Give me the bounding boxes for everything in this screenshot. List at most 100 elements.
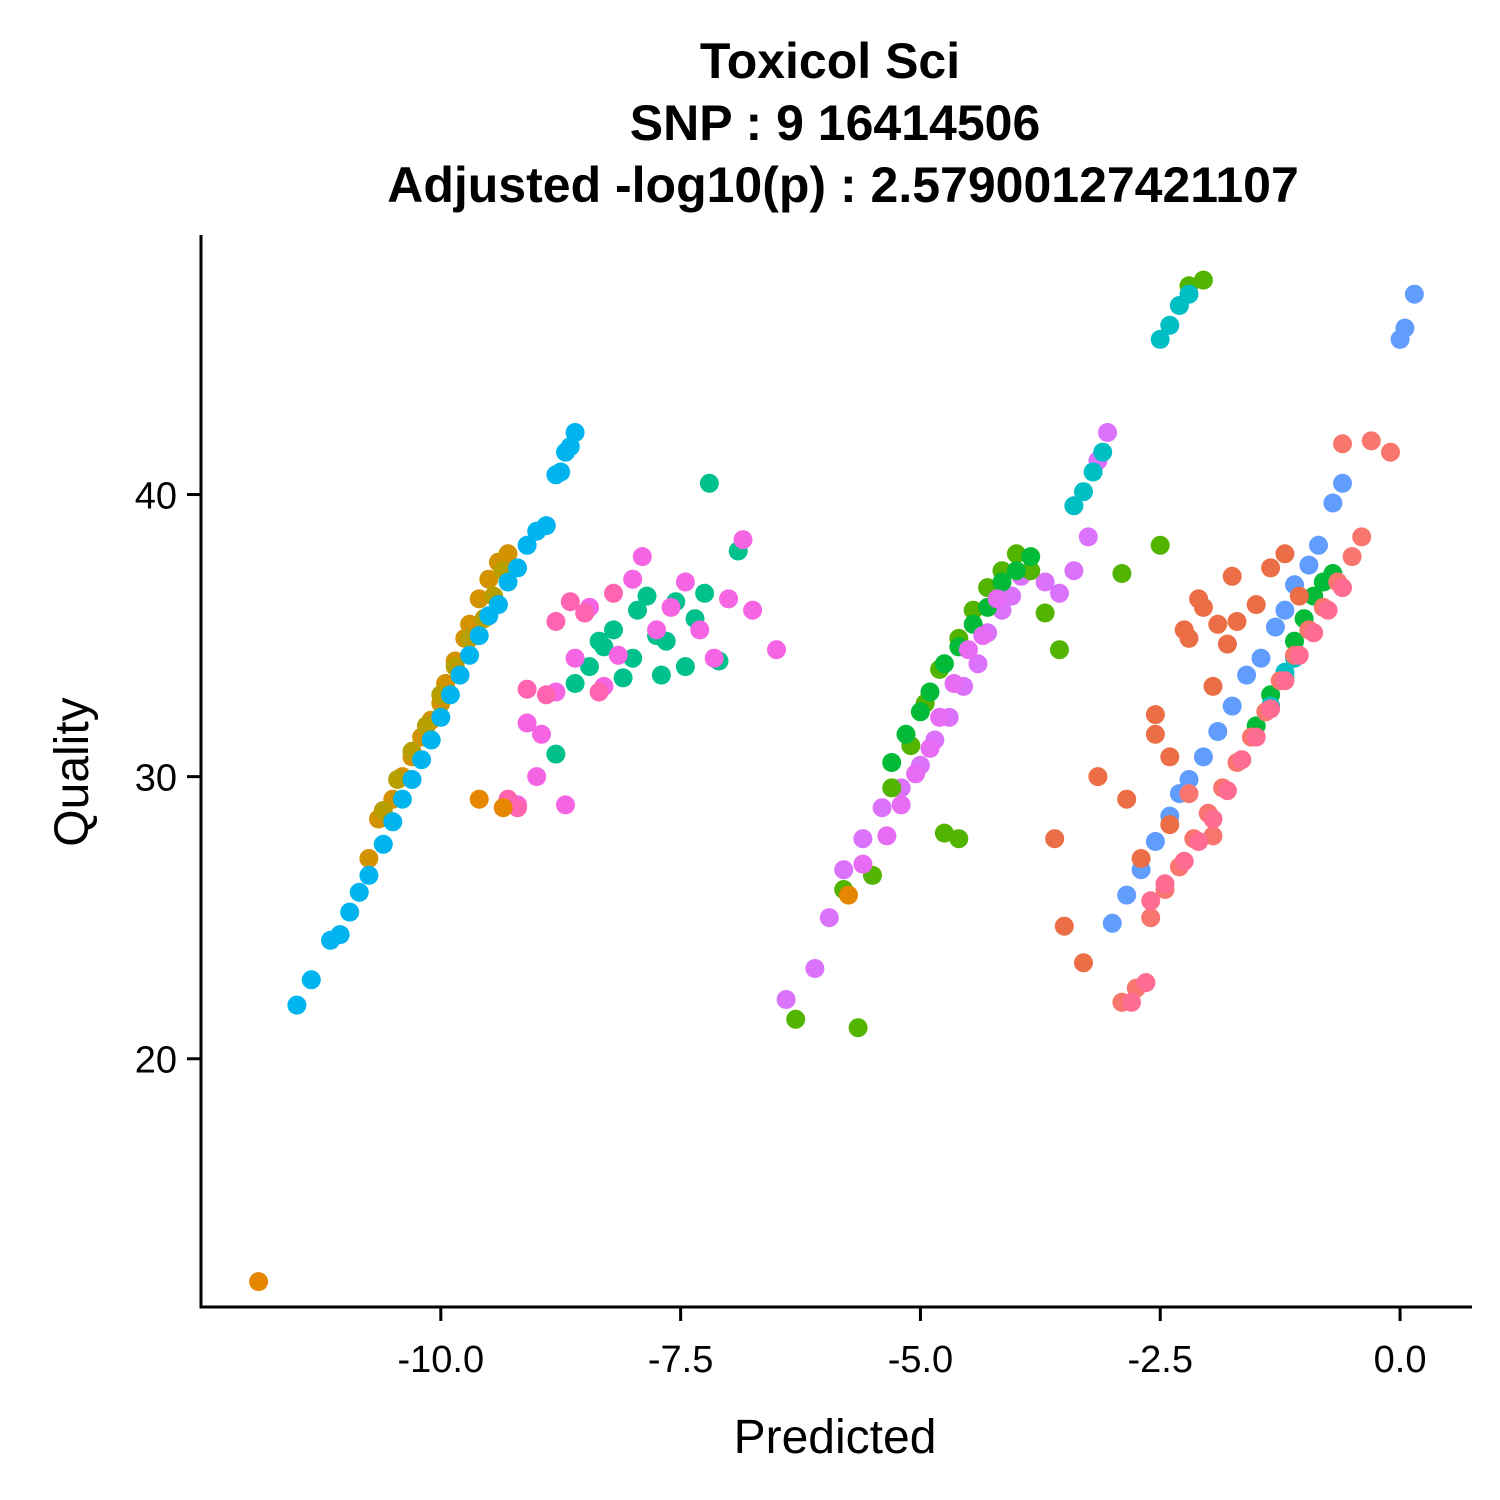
data-point — [560, 592, 580, 612]
data-point — [340, 902, 360, 922]
data-point — [1333, 434, 1352, 454]
data-point — [1275, 671, 1295, 691]
data-point — [565, 674, 585, 693]
data-point — [920, 738, 940, 758]
y-tick-label: 30 — [135, 758, 177, 800]
data-point — [1222, 696, 1242, 716]
data-point — [1050, 583, 1069, 603]
data-point — [589, 631, 609, 651]
data-point — [819, 908, 839, 928]
data-point — [695, 583, 715, 603]
data-point — [1088, 767, 1108, 787]
data-point — [1002, 586, 1022, 606]
y-tick-label: 40 — [135, 476, 177, 518]
title-line-1: Toxicol Sci — [700, 33, 960, 89]
data-point — [623, 648, 643, 668]
data-point — [1261, 699, 1281, 719]
data-point — [536, 516, 556, 536]
data-point — [623, 569, 643, 589]
series-2 — [287, 423, 585, 1015]
data-point — [1203, 826, 1223, 846]
data-point — [1323, 493, 1343, 513]
series-14 — [249, 789, 858, 1292]
data-point — [359, 865, 379, 885]
y-tick-label: 20 — [135, 1040, 177, 1082]
data-point — [1145, 724, 1165, 744]
data-point — [249, 1272, 269, 1292]
x-axis-ticks: -10.0 -7.5 -5.0 -2.5 0.0 — [397, 1307, 1426, 1381]
data-point — [1203, 809, 1223, 829]
data-point — [508, 798, 528, 818]
data-point — [1174, 851, 1194, 871]
data-point — [1160, 815, 1180, 835]
data-point — [1342, 547, 1362, 567]
data-point — [1232, 750, 1252, 770]
data-point — [834, 860, 854, 880]
data-point — [1246, 727, 1266, 747]
data-point — [560, 437, 580, 457]
data-point — [546, 744, 566, 764]
data-point — [675, 657, 695, 677]
series-5 — [498, 583, 623, 818]
data-point — [1304, 623, 1324, 643]
data-point — [1054, 916, 1074, 936]
data-point — [699, 473, 719, 493]
data-point — [565, 648, 585, 668]
data-point — [460, 645, 480, 665]
data-point — [719, 589, 739, 609]
data-point — [1074, 482, 1093, 502]
data-point — [906, 764, 926, 784]
data-point — [488, 595, 508, 615]
chart-title: Toxicol Sci SNP : 9 16414506 Adjusted -l… — [387, 33, 1299, 213]
data-point — [1021, 561, 1041, 581]
data-point — [546, 612, 566, 631]
data-points — [249, 270, 1424, 1292]
y-axis-title: Quality — [46, 697, 99, 846]
data-point — [1404, 284, 1424, 304]
data-point — [1208, 722, 1228, 741]
data-point — [1150, 535, 1170, 555]
data-point — [1189, 832, 1209, 851]
data-point — [1275, 544, 1295, 564]
data-point — [1021, 547, 1041, 567]
data-point — [1045, 829, 1065, 849]
data-point — [412, 750, 432, 770]
data-point — [647, 620, 667, 640]
data-point — [1112, 564, 1132, 583]
data-point — [872, 798, 892, 818]
data-point — [1193, 597, 1213, 617]
data-point — [527, 767, 547, 787]
data-point — [651, 665, 671, 685]
data-point — [1145, 705, 1165, 725]
data-point — [604, 620, 623, 640]
data-point — [1035, 603, 1055, 623]
data-point — [493, 798, 513, 818]
data-point — [469, 589, 489, 609]
data-point — [1179, 628, 1199, 648]
data-point — [1160, 315, 1180, 335]
data-point — [1217, 634, 1237, 654]
series-15 — [1045, 544, 1309, 973]
data-point — [853, 854, 873, 874]
data-point — [632, 547, 652, 567]
data-point — [1395, 318, 1415, 338]
data-point — [958, 640, 978, 660]
data-point — [1352, 527, 1372, 547]
data-point — [608, 645, 628, 665]
data-point — [1136, 973, 1156, 993]
data-point — [575, 603, 595, 623]
data-point — [1208, 614, 1228, 634]
data-point — [839, 885, 858, 905]
series-3 — [546, 473, 748, 764]
data-point — [421, 730, 441, 750]
data-point — [1275, 600, 1295, 620]
x-tick-label: 0.0 — [1374, 1339, 1427, 1381]
data-point — [690, 620, 710, 640]
x-tick-label: -10.0 — [397, 1339, 484, 1381]
data-point — [551, 462, 571, 482]
data-point — [1145, 832, 1165, 851]
data-point — [450, 665, 470, 685]
data-point — [805, 959, 825, 978]
data-point — [1064, 496, 1084, 516]
